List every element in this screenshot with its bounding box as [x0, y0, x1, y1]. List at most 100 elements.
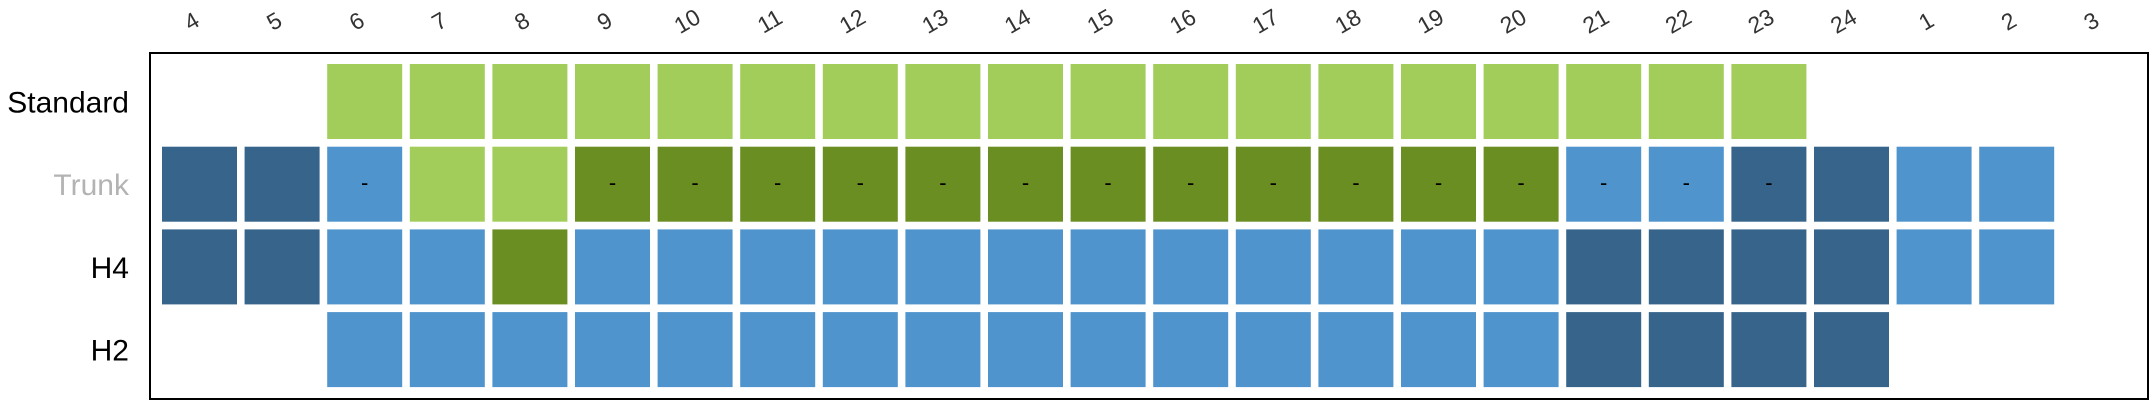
column-label: 24 — [1826, 3, 1861, 38]
heatmap-cell — [1731, 146, 1807, 222]
heatmap-cell — [988, 64, 1063, 139]
heatmap-cell — [409, 146, 485, 222]
column-label: 12 — [835, 3, 870, 38]
column-label: 7 — [427, 7, 451, 36]
column-label: 18 — [1330, 3, 1365, 38]
row-label: H2 — [91, 335, 129, 368]
heatmap-cell — [1153, 64, 1229, 139]
heatmap-cell — [1483, 64, 1559, 139]
heatmap-cell — [988, 146, 1063, 222]
heatmap-cell — [657, 312, 733, 388]
heatmap-cell — [575, 146, 650, 222]
cell-mark: - — [609, 170, 616, 195]
heatmap-cell — [575, 312, 650, 388]
heatmap-cell — [657, 146, 733, 222]
heatmap-cell — [1566, 64, 1642, 139]
cell-mark: - — [1187, 170, 1194, 195]
column-label: 11 — [753, 4, 787, 38]
heatmap-cell — [492, 146, 568, 222]
heatmap-cell — [409, 64, 485, 139]
heatmap-cell — [1483, 229, 1559, 305]
column-label: 17 — [1248, 3, 1283, 38]
heatmap-cell — [905, 312, 981, 388]
heatmap-cell — [1070, 312, 1146, 388]
heatmap-cell — [1566, 229, 1642, 305]
heatmap-cell — [1483, 312, 1559, 388]
cell-marks: ---------------- — [361, 170, 1773, 195]
cell-mark: - — [1435, 170, 1442, 195]
heatmap-cell — [1235, 312, 1311, 388]
heatmap-cell — [1401, 146, 1476, 222]
heatmap-cell — [1235, 229, 1311, 305]
column-label: 13 — [917, 3, 952, 38]
heatmap-cell — [1235, 64, 1311, 139]
heatmap-cell — [1401, 64, 1476, 139]
heatmap-cell — [1896, 229, 1972, 305]
heatmap-cell — [162, 146, 237, 222]
heatmap-cell — [822, 64, 898, 139]
heatmap-cell — [740, 64, 816, 139]
cell-mark: - — [1765, 170, 1772, 195]
heatmap-cell — [1731, 312, 1807, 388]
heatmap-cell — [575, 229, 650, 305]
heatmap-cell — [1648, 312, 1724, 388]
heatmap-cell — [1814, 146, 1889, 222]
heatmap-cell — [162, 229, 237, 305]
heatmap-cell — [1153, 312, 1229, 388]
heatmap-cell — [822, 146, 898, 222]
cell-mark: - — [361, 170, 368, 195]
cell-mark: - — [857, 170, 864, 195]
heatmap-cell — [327, 229, 403, 305]
column-label: 19 — [1413, 3, 1448, 38]
heatmap-cell — [1566, 146, 1642, 222]
row-labels: Standard Trunk H4 H2 — [7, 87, 130, 368]
heatmap-cell — [1401, 229, 1476, 305]
heatmap-cell — [822, 312, 898, 388]
heatmap-cell — [1401, 312, 1476, 388]
column-label: 14 — [1000, 3, 1035, 38]
heatmap-cell — [409, 229, 485, 305]
heatmap-cell — [1235, 146, 1311, 222]
heatmap-cell — [1153, 229, 1229, 305]
heatmap-cell — [1070, 229, 1146, 305]
heatmap-cell — [409, 312, 485, 388]
column-label: 20 — [1496, 3, 1531, 38]
heatmap-cell — [1318, 64, 1394, 139]
cell-mark: - — [1600, 170, 1607, 195]
column-label: 16 — [1165, 3, 1200, 38]
heatmap-cell — [1566, 312, 1642, 388]
heatmap-cell — [327, 64, 403, 139]
cell-mark: - — [774, 170, 781, 195]
heatmap-cell — [822, 229, 898, 305]
column-label: 22 — [1661, 3, 1696, 38]
heatmap-cell — [1896, 146, 1972, 222]
column-label: 9 — [592, 7, 616, 36]
column-label: 23 — [1743, 3, 1778, 38]
heatmap-cell — [1979, 146, 2055, 222]
heatmap-cell — [657, 229, 733, 305]
heatmap-cell — [740, 229, 816, 305]
heatmap-cell — [1979, 229, 2055, 305]
chart-frame — [149, 52, 2149, 400]
heatmap-cell — [1483, 146, 1559, 222]
heatmap-cell — [492, 64, 568, 139]
cell-mark: - — [691, 170, 698, 195]
heatmap-cell — [988, 229, 1063, 305]
column-label: 1 — [1914, 7, 1938, 36]
row-label: Standard — [7, 87, 129, 120]
column-label: 2 — [1997, 7, 2021, 36]
heatmap-cell — [740, 312, 816, 388]
heatmap-cell — [492, 229, 568, 305]
row-label: Trunk — [53, 169, 130, 202]
cell-mark: - — [1022, 170, 1029, 195]
heatmap-cell — [988, 312, 1063, 388]
cell-mark: - — [1270, 170, 1277, 195]
cell-mark: - — [1683, 170, 1690, 195]
heatmap-cell — [1070, 64, 1146, 139]
heatmap-cell — [1153, 146, 1229, 222]
column-label: 6 — [345, 7, 369, 36]
heatmap-cell — [1814, 229, 1889, 305]
column-labels: 4 5 6 7 8 9 10 11 12 13 14 15 16 17 18 19 20 21 22 23 24 1 2 3 — [179, 3, 2103, 38]
heatmap-cell — [492, 312, 568, 388]
column-label: 8 — [510, 7, 534, 36]
